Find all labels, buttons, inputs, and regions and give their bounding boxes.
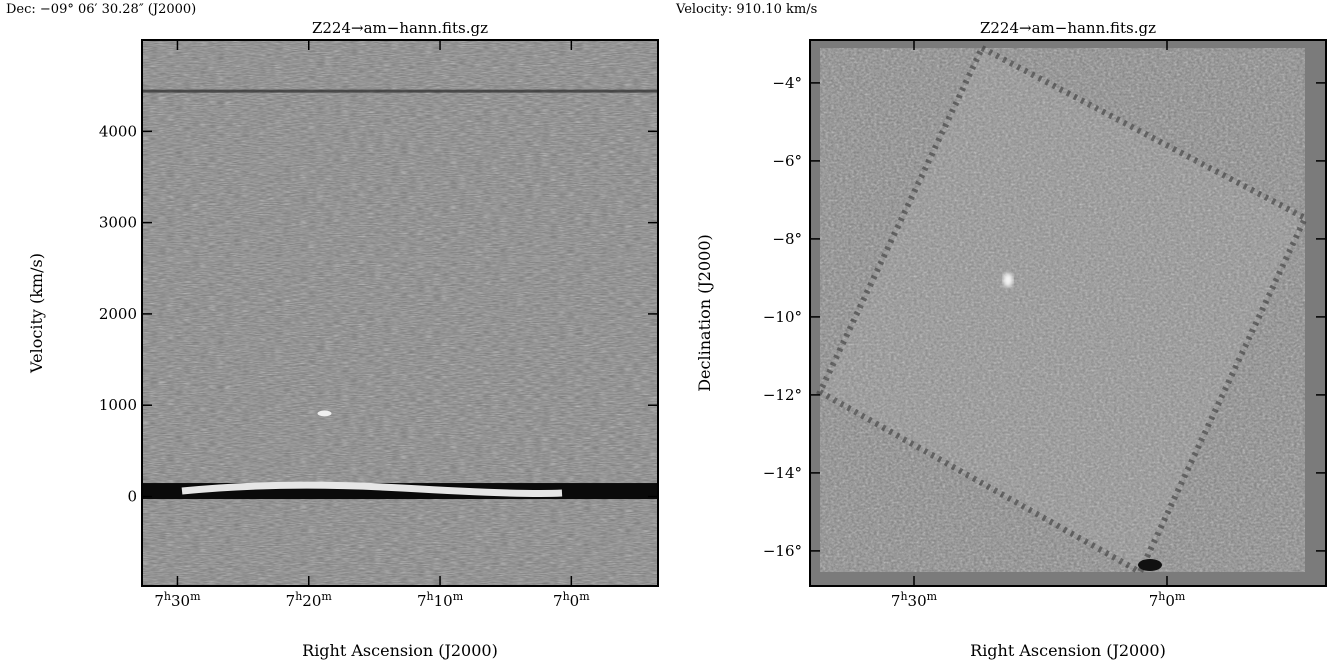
- right-y-tick-label: −12°: [763, 386, 802, 404]
- left-noise-texture: [142, 40, 658, 586]
- right-y-tick-label: −4°: [772, 74, 802, 92]
- left-source-blob: [318, 410, 332, 416]
- right-x-axis-label: Right Ascension (J2000): [970, 641, 1166, 660]
- left-x-axis-label: Right Ascension (J2000): [302, 641, 498, 660]
- left-y-tick-label: 3000: [99, 214, 137, 232]
- left-dark-stripe: [142, 90, 658, 93]
- left-y-tick-label: 0: [127, 488, 137, 506]
- left-faint-stripe: [142, 258, 658, 260]
- left-y-tick-label: 1000: [99, 396, 137, 414]
- left-x-tick-label-2: 7h10m: [417, 590, 464, 610]
- right-bottom-artifact: [1138, 559, 1162, 571]
- left-x-tick-label-0: 7h30m: [154, 590, 201, 610]
- left-x-tick-label-3: 7h0m: [553, 590, 590, 610]
- left-y-tick-label: 4000: [99, 122, 137, 140]
- right-y-tick-label: −6°: [772, 152, 802, 170]
- left-heatmap: [142, 40, 658, 586]
- left-x-tick-label-1: 7h20m: [286, 590, 333, 610]
- right-x-tick-label-1: 7h0m: [1149, 590, 1186, 610]
- right-y-tick-label: −16°: [763, 542, 802, 560]
- right-y-tick-label: −14°: [763, 464, 802, 482]
- right-y-tick-label: −8°: [772, 230, 802, 248]
- left-y-tick-label: 2000: [99, 305, 137, 323]
- right-y-axis-label: Declination (J2000): [695, 234, 714, 392]
- right-y-tick-label: −10°: [763, 308, 802, 326]
- right-bright-source: [1003, 273, 1013, 287]
- left-y-axis-label: Velocity (km/s): [27, 253, 46, 374]
- right-x-tick-label-0: 7h30m: [891, 590, 938, 610]
